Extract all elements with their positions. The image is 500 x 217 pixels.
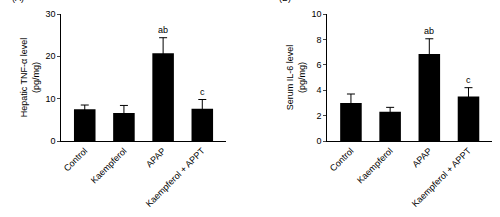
svg-text:8: 8 [317, 35, 322, 45]
svg-text:2: 2 [317, 111, 322, 121]
svg-text:Hepatic TNF-α level(pg/mg): Hepatic TNF-α level(pg/mg) [19, 38, 41, 118]
svg-text:4: 4 [317, 85, 322, 95]
svg-text:6: 6 [317, 60, 322, 70]
svg-text:ab: ab [158, 25, 168, 35]
svg-text:c: c [200, 87, 205, 97]
svg-text:Control: Control [62, 146, 90, 174]
svg-text:10: 10 [45, 94, 55, 104]
svg-text:Kaempferol: Kaempferol [89, 146, 129, 186]
svg-text:Serum IL-6 level(pg/mg): Serum IL-6 level(pg/mg) [285, 45, 307, 111]
svg-text:Kaempferol + APPT: Kaempferol + APPT [410, 145, 473, 208]
svg-text:APAP: APAP [410, 146, 434, 170]
svg-text:20: 20 [45, 51, 55, 61]
svg-text:ab: ab [424, 26, 434, 36]
svg-text:c: c [466, 75, 471, 85]
svg-text:Kaempferol: Kaempferol [355, 146, 395, 186]
svg-text:0: 0 [317, 136, 322, 146]
svg-text:(A): (A) [12, 0, 24, 3]
svg-text:10: 10 [312, 9, 322, 19]
svg-text:Control: Control [328, 146, 356, 174]
svg-text:APAP: APAP [144, 146, 168, 170]
svg-text:Kaempferol + APPT: Kaempferol + APPT [144, 145, 207, 208]
svg-text:(B): (B) [279, 0, 291, 3]
svg-text:0: 0 [50, 136, 55, 146]
svg-text:30: 30 [45, 9, 55, 19]
